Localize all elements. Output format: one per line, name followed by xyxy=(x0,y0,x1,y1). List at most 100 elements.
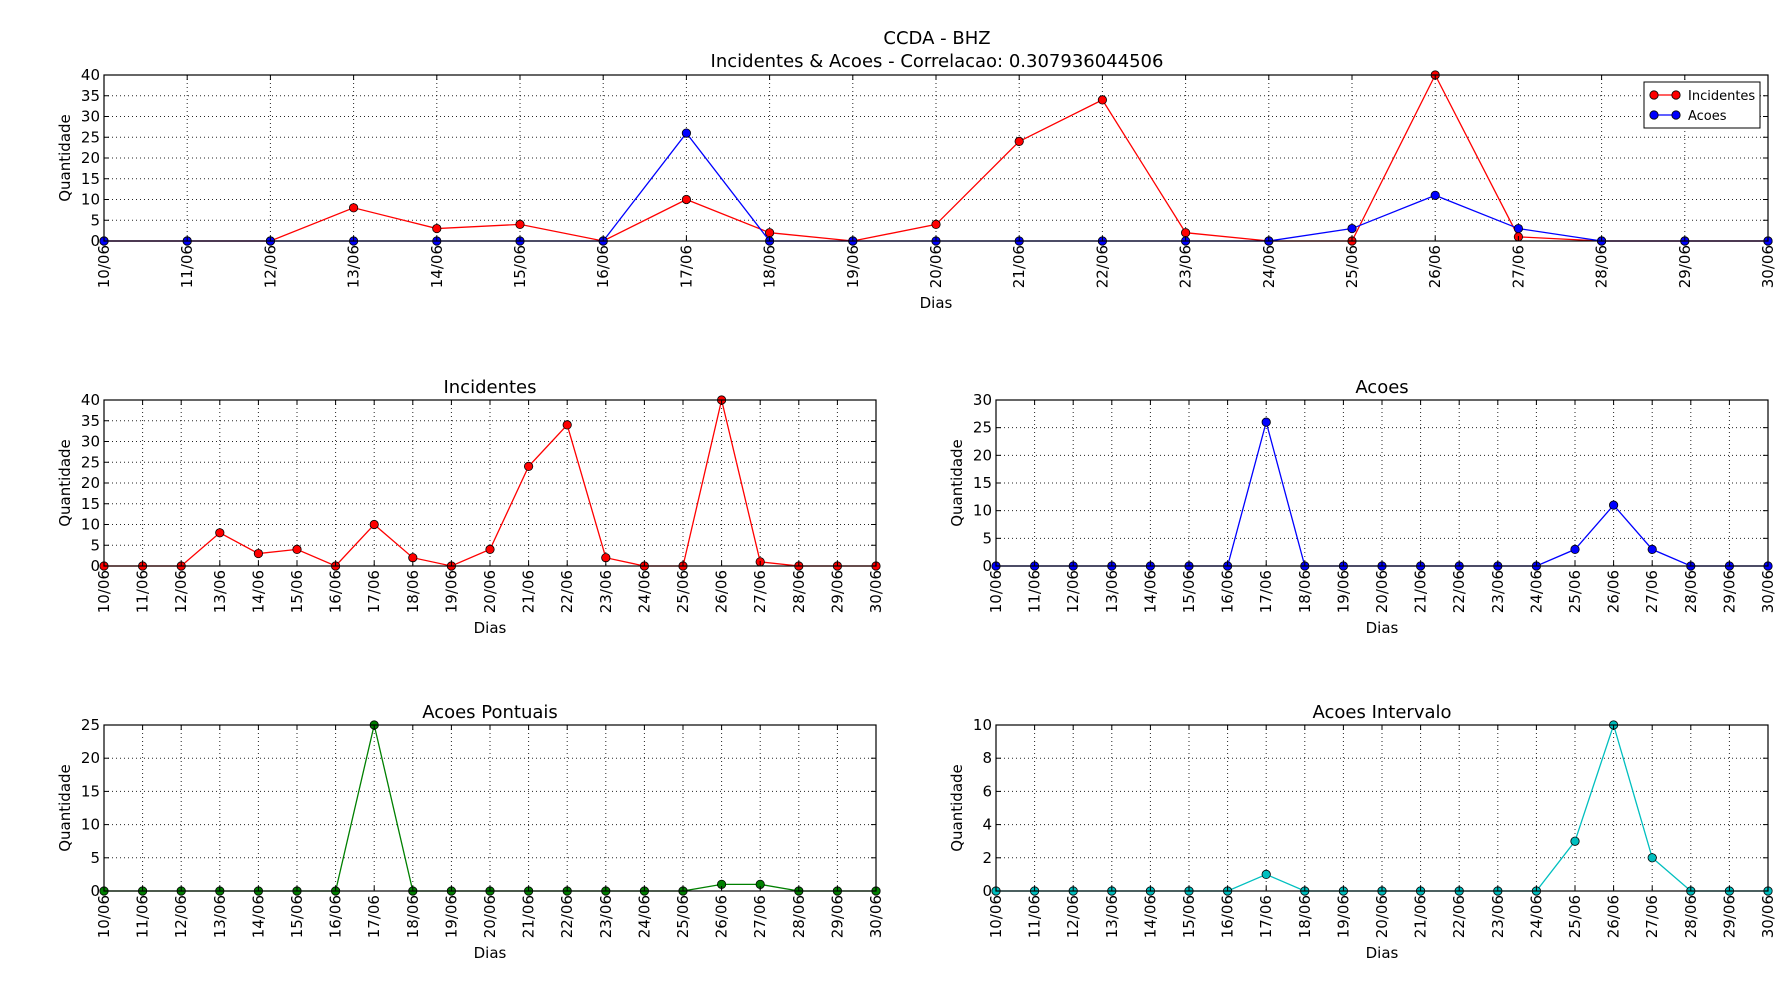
x-tick-label: 18/06 xyxy=(1296,895,1314,938)
x-tick-label: 19/06 xyxy=(442,570,460,613)
grid-lines xyxy=(103,399,877,567)
x-tick-label: 30/06 xyxy=(867,895,885,938)
data-point xyxy=(681,194,692,205)
tick-marks xyxy=(995,724,1769,892)
x-tick-label: 21/06 xyxy=(1412,570,1430,613)
legend-marker xyxy=(1671,110,1681,120)
x-tick-label: 14/06 xyxy=(428,245,446,288)
grid-lines xyxy=(103,724,877,892)
data-point xyxy=(1014,136,1024,146)
x-tick-label: 27/06 xyxy=(751,895,769,938)
x-tick-label: 21/06 xyxy=(520,570,538,613)
data-point xyxy=(1647,853,1657,863)
data-point xyxy=(1570,544,1580,555)
x-tick-label: 18/06 xyxy=(761,245,779,288)
data-point xyxy=(1347,223,1357,234)
x-tick-label: 10/06 xyxy=(95,245,113,288)
data-point xyxy=(515,219,525,229)
data-point xyxy=(292,544,302,555)
data-point xyxy=(1647,544,1657,555)
x-tick-label: 22/06 xyxy=(1450,895,1468,938)
x-tick-label: 24/06 xyxy=(1527,570,1545,613)
y-tick-label: 25 xyxy=(81,453,100,471)
y-axis-label: Quantidade xyxy=(948,764,966,852)
x-tick-label: 19/06 xyxy=(442,895,460,938)
x-tick-label: 15/06 xyxy=(1180,895,1198,938)
x-tick-label: 27/06 xyxy=(1509,245,1527,288)
y-tick-label: 35 xyxy=(81,87,100,105)
x-tick-label: 26/06 xyxy=(713,570,731,613)
x-tick-label: 20/06 xyxy=(481,570,499,613)
data-point xyxy=(681,128,692,138)
x-tick-label: 10/06 xyxy=(987,895,1005,938)
x-tick-label: 13/06 xyxy=(1103,895,1121,938)
x-tick-label: 24/06 xyxy=(635,895,653,938)
y-axis-label: Quantidade xyxy=(948,439,966,527)
data-point xyxy=(1261,417,1271,427)
x-tick-label: 21/06 xyxy=(520,895,538,938)
y-tick-label: 0 xyxy=(90,232,100,250)
y-tick-label: 40 xyxy=(81,391,100,409)
y-tick-label: 4 xyxy=(982,816,992,834)
data-point xyxy=(1570,836,1580,846)
x-tick-label: 15/06 xyxy=(288,570,306,613)
y-tick-label: 30 xyxy=(973,391,992,409)
x-tick-label: 28/06 xyxy=(1682,895,1700,938)
x-tick-label: 19/06 xyxy=(1334,570,1352,613)
y-tick-label: 10 xyxy=(81,516,100,534)
data-point xyxy=(1609,500,1619,510)
data-point xyxy=(348,203,359,213)
x-tick-label: 29/06 xyxy=(1676,245,1694,288)
y-tick-label: 20 xyxy=(81,149,100,167)
x-tick-label: 25/06 xyxy=(1343,245,1361,288)
legend-marker xyxy=(1671,90,1681,100)
x-tick-label: 17/06 xyxy=(1257,570,1275,613)
x-tick-label: 14/06 xyxy=(249,895,267,938)
x-tick-label: 24/06 xyxy=(1260,245,1278,288)
x-tick-label: 21/06 xyxy=(1010,245,1028,288)
x-tick-label: 29/06 xyxy=(828,895,846,938)
x-tick-label: 20/06 xyxy=(1373,570,1391,613)
x-tick-label: 26/06 xyxy=(1605,570,1623,613)
legend-box xyxy=(1643,81,1761,129)
y-tick-label: 35 xyxy=(81,412,100,430)
chart-title: Acoes Pontuais xyxy=(422,702,558,723)
y-tick-label: 10 xyxy=(973,502,992,520)
x-tick-label: 17/06 xyxy=(365,570,383,613)
x-tick-label: 16/06 xyxy=(1219,570,1237,613)
x-tick-label: 11/06 xyxy=(1026,570,1044,613)
y-tick-label: 0 xyxy=(982,557,992,575)
y-axis-label: Quantidade xyxy=(56,764,74,852)
data-point xyxy=(1430,190,1440,200)
x-tick-label: 13/06 xyxy=(1103,570,1121,613)
x-tick-label: 23/06 xyxy=(597,895,615,938)
y-tick-label: 30 xyxy=(81,433,100,451)
y-tick-label: 10 xyxy=(81,816,100,834)
grid-lines xyxy=(995,399,1769,567)
x-tick-label: 19/06 xyxy=(1334,895,1352,938)
y-tick-label: 5 xyxy=(90,536,100,554)
x-tick-label: 22/06 xyxy=(558,895,576,938)
x-tick-label: 10/06 xyxy=(95,570,113,613)
chart-title: Incidentes xyxy=(443,377,536,398)
y-tick-label: 6 xyxy=(982,782,992,800)
x-tick-label: 25/06 xyxy=(1566,570,1584,613)
x-tick-label: 30/06 xyxy=(867,570,885,613)
tick-marks xyxy=(995,399,1769,567)
chart-combined: 0 5 10 15 20 25 30 35 40 10/06 11/06 12/06 13/06 14/0… xyxy=(56,66,1776,312)
x-tick-label: 30/06 xyxy=(1759,570,1776,613)
x-tick-label: 13/06 xyxy=(345,245,363,288)
x-tick-label: 15/06 xyxy=(511,245,529,288)
y-tick-label: 15 xyxy=(81,782,100,800)
x-tick-label: 23/06 xyxy=(1489,570,1507,613)
x-tick-label: 12/06 xyxy=(1064,895,1082,938)
data-point xyxy=(601,553,611,563)
tick-marks xyxy=(103,724,877,892)
y-tick-label: 0 xyxy=(90,557,100,575)
x-tick-label: 16/06 xyxy=(327,895,345,938)
x-axis-label: Dias xyxy=(474,944,507,962)
x-tick-label: 21/06 xyxy=(1412,895,1430,938)
chart-title: Acoes Intervalo xyxy=(1312,702,1451,723)
x-tick-label: 22/06 xyxy=(1450,570,1468,613)
